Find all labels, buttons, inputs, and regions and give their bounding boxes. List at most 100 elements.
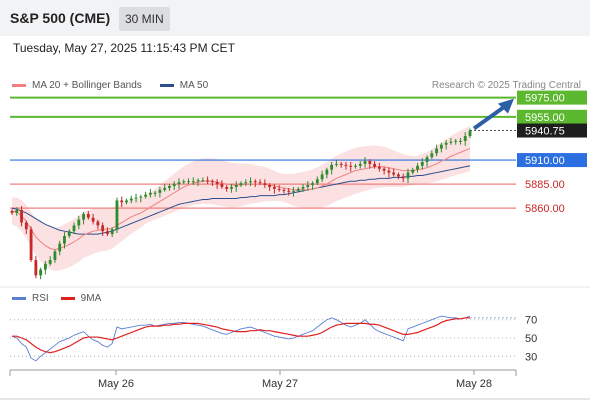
rsi-tick-label: 30 [525, 351, 537, 363]
candle-body [158, 189, 162, 193]
candle-body [444, 142, 448, 145]
level-label-support: 5885.00 [525, 179, 565, 191]
candle-body [125, 200, 128, 203]
candle-body [196, 180, 200, 182]
candle-body [225, 186, 229, 189]
instrument-title: S&P 500 (CME) [10, 10, 111, 26]
legend-swatch-rsi [12, 297, 26, 300]
candle-body [401, 176, 405, 179]
candle-body [220, 184, 224, 187]
candle-body [134, 197, 138, 199]
candle-body [306, 185, 310, 187]
rsi-tick-label: 70 [525, 315, 537, 327]
candle-body [363, 161, 367, 164]
candle-body [148, 192, 152, 195]
forecast-arrow-head [498, 98, 514, 114]
level-label-bg-pivot [517, 153, 587, 168]
level-label-bg-resistance [517, 109, 587, 124]
level-label-pivot: 5910.00 [525, 155, 565, 167]
candle-body [368, 161, 372, 164]
candle-body [172, 184, 176, 187]
candle-body [206, 180, 210, 182]
candle-body [153, 192, 157, 194]
candle-body [287, 190, 291, 192]
candle-body [163, 187, 167, 190]
header-bar: S&P 500 (CME) 30 MIN [0, 0, 590, 36]
candle-body [210, 181, 214, 183]
rsi-tick-label: 50 [525, 333, 537, 345]
candle-body [115, 200, 119, 230]
candle-body [58, 243, 62, 252]
legend-swatch-9ma [60, 297, 75, 300]
candle-body [10, 211, 14, 213]
candle-body [430, 153, 434, 158]
candle-body [311, 183, 314, 186]
candle-body [420, 161, 424, 166]
candle-body [187, 181, 190, 183]
legend-item-ma20: MA 20 + Bollinger Bands [12, 80, 142, 91]
timestamp: Tuesday, May 27, 2025 11:15:43 PM CET [13, 41, 235, 55]
candle-body [325, 169, 329, 175]
candle-body [215, 182, 219, 185]
legend-item-ma50: MA 50 [159, 80, 208, 91]
candle-body [335, 163, 338, 165]
candle-body [377, 166, 381, 169]
candle-body [382, 168, 386, 171]
candle-body [330, 164, 334, 170]
candle-body [101, 225, 105, 232]
candle-body [354, 165, 357, 167]
candle-body [292, 190, 295, 192]
candle-body [67, 231, 71, 236]
candle-body [454, 140, 458, 142]
candle-body [253, 181, 257, 183]
candle-body [296, 188, 300, 191]
rsi-9ma-line [12, 317, 470, 354]
candle-body [191, 181, 195, 183]
timeframe-badge[interactable]: 30 MIN [119, 7, 170, 31]
candle-body [449, 141, 453, 143]
candle-body [139, 196, 143, 198]
bollinger-band [12, 125, 470, 271]
rsi-line [11, 315, 471, 362]
candle-body [387, 170, 391, 173]
candle-body [358, 163, 362, 166]
candle-body [168, 186, 171, 188]
candle-body [263, 183, 267, 186]
legend-swatch-ma20 [12, 84, 26, 87]
ma50-line [11, 165, 471, 235]
legend-swatch-ma50 [159, 84, 174, 87]
bottom-border [0, 398, 590, 400]
candle-body [301, 186, 305, 189]
candle-body [86, 213, 90, 218]
candle-body [182, 181, 186, 183]
candle-body [258, 182, 262, 184]
candle-body [416, 165, 419, 170]
candle-body [201, 180, 205, 182]
candle-body [277, 188, 281, 190]
rsi-legend: RSI 9MA [12, 293, 113, 304]
candle-body [29, 229, 33, 261]
candle-body [234, 185, 238, 187]
candle-body [129, 198, 133, 201]
candle-body [411, 169, 415, 173]
candle-body [15, 210, 19, 213]
candle-body [268, 185, 272, 187]
candle-body [435, 148, 439, 154]
candle-body [315, 179, 319, 184]
candle-body [406, 172, 410, 179]
candle-body [439, 144, 443, 149]
candle-body [230, 186, 233, 189]
candle-body [43, 263, 47, 270]
candle-body [72, 225, 76, 232]
x-axis-label: May 26 [98, 378, 134, 390]
candle-body [110, 229, 114, 235]
candle-body [53, 251, 57, 261]
candle-body [177, 182, 181, 185]
candle-body [24, 222, 28, 230]
candle-body [106, 231, 109, 235]
candle-body [34, 260, 38, 276]
candle-body [39, 269, 43, 276]
candle-body [48, 260, 52, 264]
